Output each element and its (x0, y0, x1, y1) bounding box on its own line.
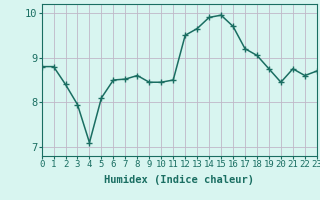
X-axis label: Humidex (Indice chaleur): Humidex (Indice chaleur) (104, 175, 254, 185)
